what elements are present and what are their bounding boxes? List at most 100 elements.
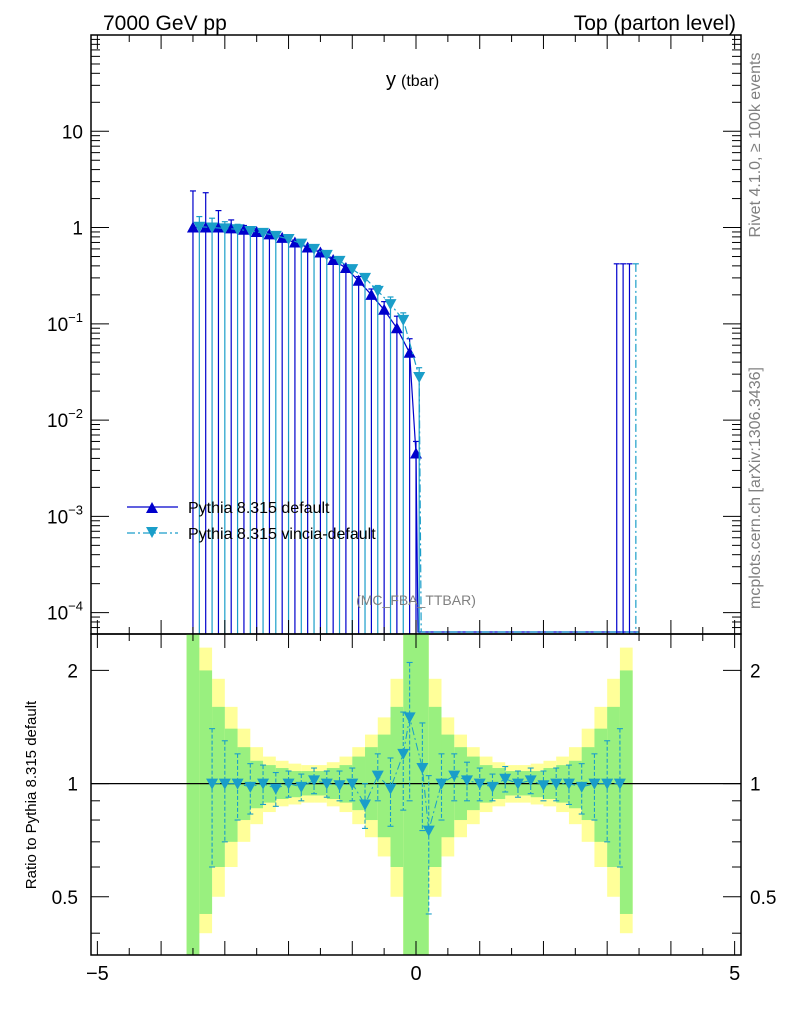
ratio-band-inner [390, 706, 404, 867]
ratio-data-point [448, 770, 461, 782]
ratio-data-point [257, 778, 270, 790]
ratio-data-point [346, 778, 359, 790]
ratio-data-point [397, 748, 410, 760]
ratio-data-point [435, 778, 448, 790]
main-data-point [397, 314, 410, 326]
ratio-band-inner [224, 728, 238, 842]
ratio-data-point [206, 778, 219, 790]
ratio-data-point [403, 712, 416, 724]
main-data-point [269, 230, 282, 242]
main-data-point [193, 221, 206, 233]
ratio-data-point [613, 778, 626, 790]
main-data-point [282, 234, 295, 246]
ratio-data-point [422, 825, 435, 837]
ratio-data-point [588, 778, 601, 790]
main-data-point [308, 243, 321, 255]
main-data-point [295, 238, 308, 250]
main-ytick-label: 10−1 [47, 310, 83, 336]
ratio-band-inner [619, 670, 633, 914]
ratio-data-point [231, 778, 244, 790]
ratio-data-point [499, 773, 512, 785]
ratio-ytick-label-right: 1 [750, 775, 761, 796]
ratio-ytick-label: 1 [67, 775, 78, 796]
main-data-point [352, 274, 365, 286]
ratio-data-point [244, 781, 257, 793]
ratio-ytick-label: 2 [67, 661, 78, 682]
main-data-point [371, 285, 384, 297]
main-data-point [301, 241, 314, 253]
main-data-point [237, 223, 250, 235]
ratio-band-inner [199, 670, 213, 914]
ratio-data-point [384, 783, 397, 795]
main-ytick-label: 10−4 [47, 599, 83, 625]
main-data-point [257, 227, 270, 239]
ratio-band-inner [607, 706, 620, 867]
ratio-xtick-label: 5 [729, 963, 740, 985]
main-data-point [250, 225, 263, 237]
ratio-data-point [282, 778, 295, 790]
main-ytick-label: 10 [62, 122, 83, 143]
main-data-point [206, 222, 219, 234]
ratio-band-inner [416, 634, 429, 955]
rivet-label: Rivet 4.1.0, ≥ 100k events [747, 53, 764, 238]
analysis-watermark: (MC_FBA_TTBAR) [356, 592, 476, 608]
main-data-point [218, 223, 231, 235]
legend-entry-vincia: Pythia 8.315 vincia-default [127, 526, 376, 543]
ratio-data-point [320, 778, 333, 790]
ratio-ylabel: Ratio to Pythia 8.315 default [23, 700, 40, 889]
chart-title: y (tbar) [386, 69, 439, 91]
main-data-point [384, 299, 397, 311]
chart-title-suffix: (tbar) [401, 73, 439, 90]
ratio-band-inner [428, 706, 442, 867]
main-data-point [212, 221, 225, 233]
ratio-data-point [537, 780, 550, 792]
ratio-band-inner [568, 760, 582, 809]
main-data-point [186, 221, 199, 233]
legend-label-default: Pythia 8.315 default [188, 500, 330, 517]
ratio-band-inner [377, 734, 391, 838]
main-data-point [359, 272, 372, 284]
ratio-band-inner [250, 760, 264, 809]
legend-marker-vincia [146, 527, 158, 538]
ratio-band-inner [186, 634, 200, 955]
ratio-band-inner [441, 734, 455, 838]
ratio-data-point [550, 778, 563, 790]
main-data-point [244, 226, 257, 238]
main-ytick-label: 10−2 [47, 406, 83, 432]
main-data-point [390, 322, 403, 334]
main-data-point [327, 254, 340, 266]
legend-label-vincia: Pythia 8.315 vincia-default [188, 526, 376, 543]
ratio-data-point [416, 763, 429, 775]
main-data-point [333, 255, 346, 267]
ratio-ytick-label: 0.5 [52, 888, 78, 909]
ratio-ytick-label-right: 0.5 [750, 888, 776, 909]
ratio-data-point [511, 778, 524, 790]
ratio-data-point [524, 775, 537, 787]
chart-title-text: y [386, 69, 396, 91]
main-data-point [378, 303, 391, 315]
ratio-data-point [562, 778, 575, 790]
main-data-point [320, 249, 333, 261]
main-plot: 10−4 10−3 10−2 10−1 1 10 y (tbar) (MC_FBA_TTBA… [47, 34, 742, 635]
ratio-data-point [333, 780, 346, 792]
ratio-xtick-label: 0 [410, 963, 421, 985]
ratio-xtick-label: −5 [86, 963, 109, 985]
ratio-data-point [218, 778, 231, 790]
main-data-point [413, 372, 426, 384]
ratio-data-point [575, 781, 588, 793]
legend-entry-default: Pythia 8.315 default [127, 500, 330, 517]
ratio-data-point [601, 778, 614, 790]
ratio-data-point [269, 783, 282, 795]
ratio-data-point [473, 778, 486, 790]
main-ytick-label: 1 [72, 219, 83, 240]
main-data-point [225, 222, 238, 234]
ratio-data-point [371, 770, 384, 782]
main-data-point [403, 346, 416, 358]
ratio-data-point [486, 781, 499, 793]
main-data-point [365, 288, 378, 300]
ratio-data-point [295, 781, 308, 793]
header-left: 7000 GeV pp [103, 12, 227, 35]
header-right: Top (parton level) [574, 12, 736, 35]
ratio-band-inner [212, 706, 225, 867]
